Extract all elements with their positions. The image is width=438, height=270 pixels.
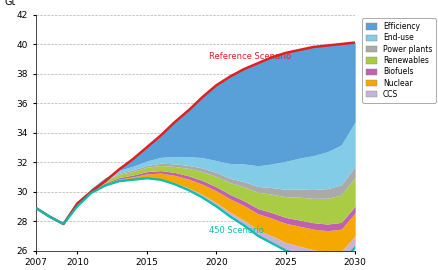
Y-axis label: Gt: Gt: [4, 0, 16, 8]
Text: Reference Scenario: Reference Scenario: [209, 52, 291, 61]
Text: 450 Scenario: 450 Scenario: [209, 226, 264, 235]
Legend: Efficiency, End-use, Power plants, Renewables, Biofuels, Nuclear, CCS: Efficiency, End-use, Power plants, Renew…: [361, 18, 435, 103]
